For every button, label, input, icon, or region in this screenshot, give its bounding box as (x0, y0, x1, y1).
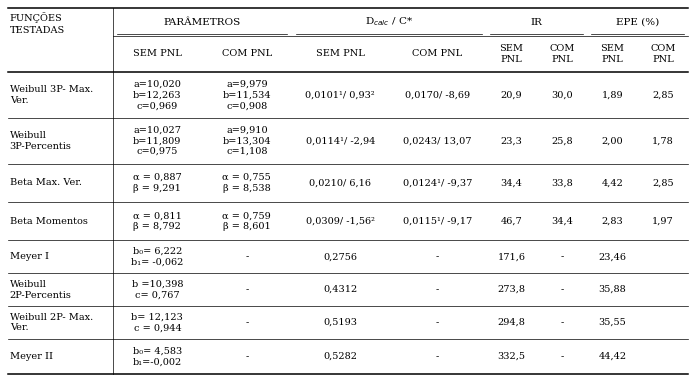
Text: COM
PNL: COM PNL (549, 44, 575, 64)
Text: Weibull 3P- Max.
Ver.: Weibull 3P- Max. Ver. (10, 85, 93, 105)
Text: 35,88: 35,88 (599, 285, 626, 294)
Text: 46,7: 46,7 (500, 217, 522, 226)
Text: α = 0,887
β = 9,291: α = 0,887 β = 9,291 (133, 173, 182, 193)
Text: SEM PNL: SEM PNL (133, 50, 182, 58)
Text: 20,9: 20,9 (500, 91, 522, 100)
Text: FUNÇÕES
TESTADAS: FUNÇÕES TESTADAS (10, 12, 65, 35)
Text: α = 0,811
β = 8,792: α = 0,811 β = 8,792 (133, 211, 182, 231)
Text: 171,6: 171,6 (498, 252, 525, 261)
Text: 23,46: 23,46 (599, 252, 626, 261)
Text: -: - (560, 352, 564, 361)
Text: Weibull
2P-Percentis: Weibull 2P-Percentis (10, 280, 72, 299)
Text: 34,4: 34,4 (551, 217, 573, 226)
Text: COM PNL: COM PNL (412, 50, 463, 58)
Text: SEM
PNL: SEM PNL (601, 44, 624, 64)
Text: IR: IR (531, 18, 543, 26)
Text: 0,0115¹/ -9,17: 0,0115¹/ -9,17 (403, 217, 472, 226)
Text: 1,78: 1,78 (652, 136, 674, 145)
Text: a=10,027
b=11,809
c=0,975: a=10,027 b=11,809 c=0,975 (133, 126, 182, 156)
Text: Weibull
3P-Percentis: Weibull 3P-Percentis (10, 131, 72, 151)
Text: α = 0,755
β = 8,538: α = 0,755 β = 8,538 (223, 173, 271, 193)
Text: 33,8: 33,8 (551, 178, 573, 187)
Text: 4,42: 4,42 (601, 178, 624, 187)
Text: 0,0243/ 13,07: 0,0243/ 13,07 (403, 136, 472, 145)
Text: b =10,398
c= 0,767: b =10,398 c= 0,767 (132, 280, 183, 299)
Text: -: - (436, 352, 439, 361)
Text: 332,5: 332,5 (498, 352, 525, 361)
Text: 0,4312: 0,4312 (323, 285, 357, 294)
Text: b₀= 6,222
b₁= -0,062: b₀= 6,222 b₁= -0,062 (132, 247, 184, 267)
Text: a=9,979
b=11,534
c=0,908: a=9,979 b=11,534 c=0,908 (223, 80, 271, 110)
Text: 1,89: 1,89 (602, 91, 624, 100)
Text: -: - (245, 285, 248, 294)
Text: b₀= 4,583
b₁=-0,002: b₀= 4,583 b₁=-0,002 (133, 346, 182, 366)
Text: 1,97: 1,97 (652, 217, 674, 226)
Text: b= 12,123
c = 0,944: b= 12,123 c = 0,944 (132, 312, 183, 332)
Text: SEM
PNL: SEM PNL (499, 44, 523, 64)
Text: Beta Momentos: Beta Momentos (10, 217, 88, 226)
Text: 2,83: 2,83 (601, 217, 624, 226)
Text: 2,00: 2,00 (602, 136, 624, 145)
Text: Meyer I: Meyer I (10, 252, 49, 261)
Text: 0,0170/ -8,69: 0,0170/ -8,69 (405, 91, 470, 100)
Text: 2,85: 2,85 (652, 178, 674, 187)
Text: -: - (560, 285, 564, 294)
Text: 0,0210/ 6,16: 0,0210/ 6,16 (309, 178, 371, 187)
Text: a=9,910
b=13,304
c=1,108: a=9,910 b=13,304 c=1,108 (223, 126, 271, 156)
Text: Beta Max. Ver.: Beta Max. Ver. (10, 178, 81, 187)
Text: 25,8: 25,8 (551, 136, 573, 145)
Text: 294,8: 294,8 (498, 318, 525, 327)
Text: 0,0114¹/ -2,94: 0,0114¹/ -2,94 (306, 136, 375, 145)
Text: 30,0: 30,0 (551, 91, 573, 100)
Text: SEM PNL: SEM PNL (316, 50, 365, 58)
Text: COM PNL: COM PNL (222, 50, 272, 58)
Text: PARÂMETROS: PARÂMETROS (164, 18, 241, 26)
Text: 35,55: 35,55 (599, 318, 626, 327)
Text: α = 0,759
β = 8,601: α = 0,759 β = 8,601 (223, 211, 271, 231)
Text: 0,2756: 0,2756 (323, 252, 357, 261)
Text: 273,8: 273,8 (498, 285, 525, 294)
Text: -: - (560, 252, 564, 261)
Text: -: - (436, 252, 439, 261)
Text: 0,0124¹/ -9,37: 0,0124¹/ -9,37 (403, 178, 472, 187)
Text: 0,5282: 0,5282 (323, 352, 357, 361)
Text: COM
PNL: COM PNL (650, 44, 676, 64)
Text: D$_{calc}$ / C*: D$_{calc}$ / C* (365, 16, 413, 28)
Text: 2,85: 2,85 (652, 91, 674, 100)
Text: 0,0309/ -1,56²: 0,0309/ -1,56² (306, 217, 374, 226)
Text: 34,4: 34,4 (500, 178, 522, 187)
Text: a=10,020
b=12,263
c=0,969: a=10,020 b=12,263 c=0,969 (133, 80, 182, 110)
Text: -: - (436, 285, 439, 294)
Text: 0,5193: 0,5193 (323, 318, 357, 327)
Text: 23,3: 23,3 (500, 136, 522, 145)
Text: -: - (436, 318, 439, 327)
Text: -: - (245, 318, 248, 327)
Text: 0,0101¹/ 0,93²: 0,0101¹/ 0,93² (306, 91, 375, 100)
Text: -: - (245, 252, 248, 261)
Text: 44,42: 44,42 (599, 352, 626, 361)
Text: -: - (560, 318, 564, 327)
Text: Weibull 2P- Max.
Ver.: Weibull 2P- Max. Ver. (10, 312, 93, 332)
Text: Meyer II: Meyer II (10, 352, 53, 361)
Text: EPE (%): EPE (%) (616, 18, 659, 26)
Text: -: - (245, 352, 248, 361)
